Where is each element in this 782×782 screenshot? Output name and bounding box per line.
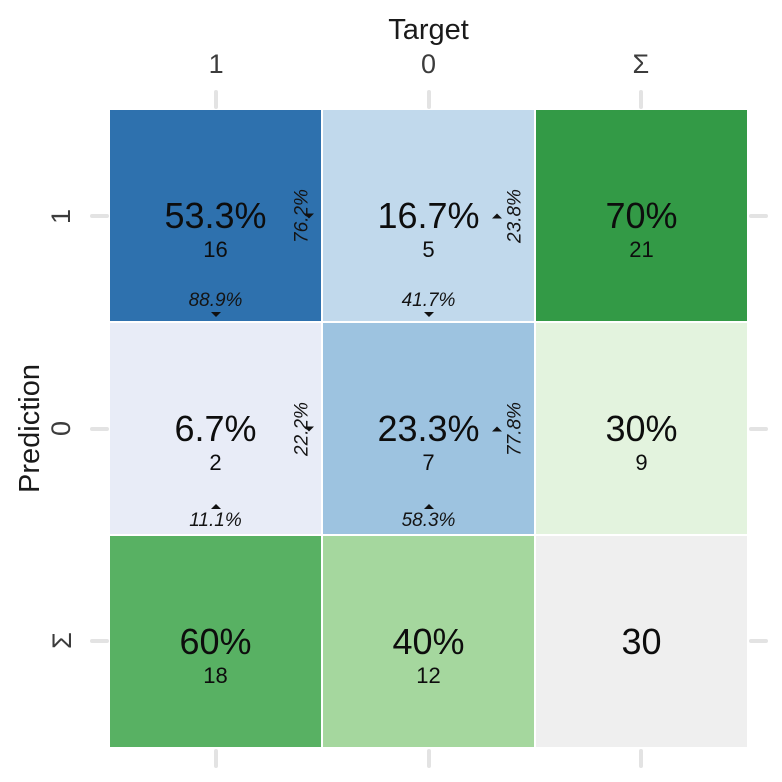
cell-total-percentage: 6.7%	[174, 407, 257, 449]
cell-pred-1-target-1: 53.3% 16 88.9% 76.2%	[110, 110, 321, 321]
y-tick-label-1: 1	[46, 208, 77, 224]
cell-count: 9	[635, 449, 648, 475]
cell-count: 16	[203, 236, 228, 262]
axis-tick	[214, 749, 219, 768]
y-axis-ticks-right	[749, 110, 768, 747]
cell-pred-0-row-sum: 30% 9	[536, 323, 747, 534]
row-percentage: 77.8%	[504, 401, 526, 456]
matrix-grid: 53.3% 16 88.9% 76.2% 16.7% 5 41.7% 23.8%…	[110, 110, 747, 747]
y-axis-tick-labels: 1 0 Σ	[44, 110, 80, 747]
column-percentage: 41.7%	[323, 291, 534, 317]
arrow-up-icon	[423, 504, 434, 509]
cell-grand-total: 30	[536, 536, 747, 747]
cell-count: 5	[422, 236, 435, 262]
cell-total-percentage: 60%	[179, 620, 252, 662]
cell-pred-0-target-0: 23.3% 7 58.3% 77.8%	[323, 323, 534, 534]
x-axis-ticks-top	[110, 90, 747, 109]
column-percentage: 11.1%	[110, 504, 321, 530]
cell-total-percentage: 40%	[392, 620, 465, 662]
column-percentage-text: 11.1%	[189, 510, 242, 531]
column-percentage-text: 58.3%	[401, 510, 456, 531]
arrow-down-icon	[423, 312, 434, 317]
x-axis-ticks-bottom	[110, 749, 747, 768]
axis-tick	[90, 214, 109, 219]
cell-total-percentage: 16.7%	[377, 194, 480, 236]
x-tick-label-0: 0	[420, 48, 436, 79]
arrow-down-icon	[304, 213, 314, 218]
axis-tick	[638, 90, 643, 109]
arrow-up-icon	[492, 426, 502, 431]
y-tick-label-sum: Σ	[46, 632, 77, 650]
axis-tick	[214, 90, 219, 109]
cell-count: 2	[209, 449, 222, 475]
axis-tick	[749, 638, 768, 643]
x-axis-tick-labels: 1 0 Σ	[110, 46, 747, 82]
y-axis-title: Prediction	[13, 364, 46, 493]
axis-tick	[426, 749, 431, 768]
cell-pred-0-target-1: 6.7% 2 11.1% 22.2%	[110, 323, 321, 534]
cell-total-percentage: 53.3%	[164, 194, 267, 236]
cell-total-percentage: 70%	[605, 194, 678, 236]
y-axis-ticks-left	[90, 110, 109, 747]
y-tick-label-0: 0	[46, 420, 77, 436]
arrow-up-icon	[210, 504, 221, 509]
x-tick-label-sum: Σ	[632, 48, 650, 79]
column-percentage: 58.3%	[323, 504, 534, 530]
axis-tick	[90, 638, 109, 643]
cell-count: 21	[629, 236, 654, 262]
axis-tick	[749, 214, 768, 219]
column-percentage-text: 41.7%	[401, 290, 456, 311]
column-percentage: 88.9%	[110, 291, 321, 317]
cell-count: 12	[416, 662, 441, 688]
axis-tick	[90, 426, 109, 431]
arrow-up-icon	[492, 213, 502, 218]
cell-count: 7	[422, 449, 435, 475]
axis-tick	[749, 426, 768, 431]
cell-pred-1-target-0: 16.7% 5 41.7% 23.8%	[323, 110, 534, 321]
arrow-down-icon	[210, 312, 221, 317]
cell-col-sum-target-1: 60% 18	[110, 536, 321, 747]
axis-tick	[638, 749, 643, 768]
x-axis-title: Target	[388, 14, 469, 46]
cell-total-percentage: 30%	[605, 407, 678, 449]
x-tick-label-1: 1	[208, 48, 224, 79]
arrow-down-icon	[304, 426, 314, 431]
cell-total-percentage: 23.3%	[377, 407, 480, 449]
row-percentage: 23.8%	[504, 188, 526, 243]
cell-total-count: 30	[621, 620, 662, 662]
column-percentage-text: 88.9%	[188, 290, 243, 311]
cell-col-sum-target-0: 40% 12	[323, 536, 534, 747]
cell-count: 18	[203, 662, 228, 688]
axis-tick	[426, 90, 431, 109]
cell-pred-1-row-sum: 70% 21	[536, 110, 747, 321]
